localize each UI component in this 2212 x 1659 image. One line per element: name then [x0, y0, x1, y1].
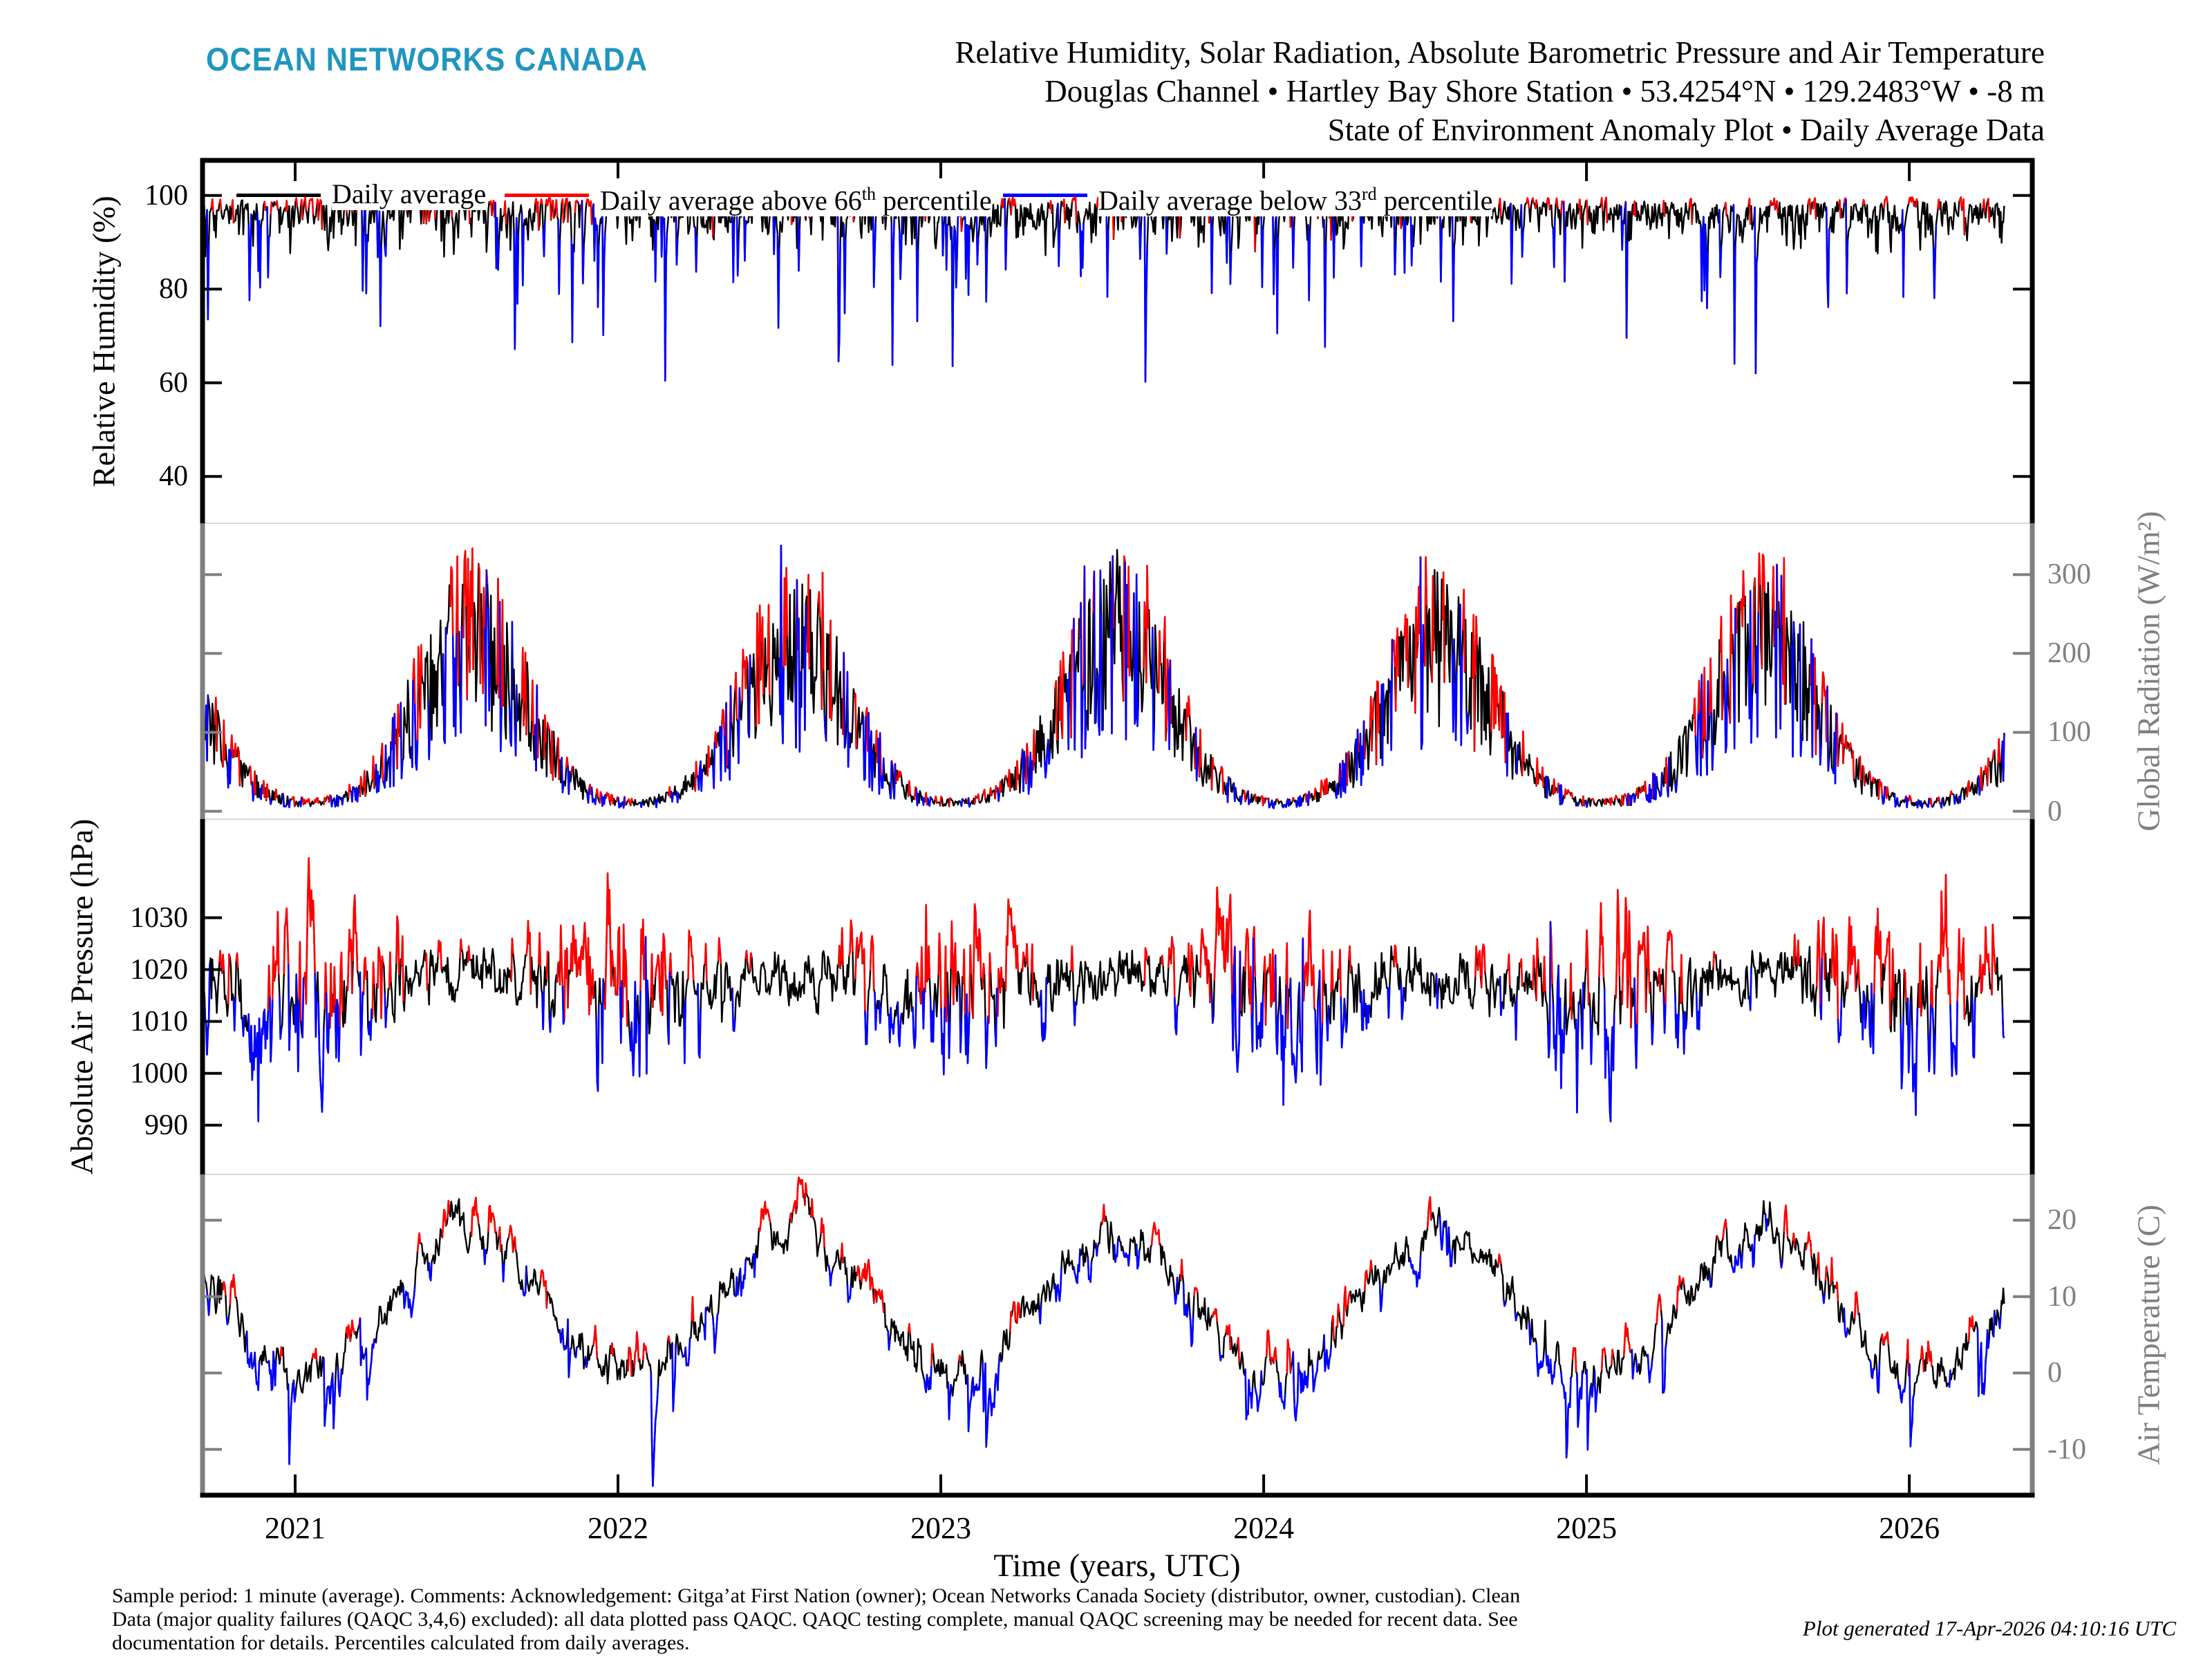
pressure-series-below-33rd — [203, 921, 2005, 1123]
temperature-series-below-33rd — [206, 1214, 2002, 1487]
pressure-left-spine — [200, 819, 205, 1174]
footer-line2: Data (major quality failures (QAQC 3,4,6… — [112, 1608, 1518, 1631]
x-tick-label-2024: 2024 — [1233, 1511, 1295, 1545]
x-tick-label-2025: 2025 — [1556, 1511, 1618, 1545]
temperature-series-above-66th — [222, 1177, 1974, 1376]
legend-label-2: Daily average below 33rd percentile — [1098, 178, 1493, 217]
humidity-series-below-33rd — [206, 198, 1938, 383]
legend-line-sample-1 — [505, 194, 589, 197]
humidity-right-spine — [2030, 160, 2035, 523]
plot-title-line2: Douglas Channel • Hartley Bay Shore Stat… — [1044, 74, 2045, 109]
temperature-tick-label-10: 10 — [2047, 1280, 2077, 1313]
legend-line-sample-0 — [236, 194, 321, 197]
radiation-series-below-33rd — [205, 545, 2005, 809]
temperature-tick-label-0: 0 — [2047, 1357, 2062, 1389]
bottom-spine — [200, 1492, 2035, 1498]
radiation-tick-label-100: 100 — [2047, 716, 2091, 749]
y-axis-title-global-radiation: Global Radiation (W/m²) — [2130, 511, 2166, 832]
temperature-right-spine — [2030, 1174, 2035, 1495]
temperature-tick-label-20: 20 — [2047, 1204, 2077, 1237]
pressure-tick-label-1000: 1000 — [130, 1057, 188, 1089]
x-axis-title: Time (years, UTC) — [993, 1548, 1241, 1584]
pressure-tick-label-990: 990 — [144, 1109, 188, 1141]
legend-label-sup-1: th — [861, 184, 876, 204]
legend-label-1: Daily average above 66th percentile — [600, 178, 992, 217]
humidity-left-spine — [200, 160, 205, 523]
legend-label-pre-0: Daily average — [332, 178, 487, 209]
legend-label-post-2: percentile — [1376, 185, 1493, 216]
pressure-tick-label-1030: 1030 — [130, 901, 188, 934]
plot-title-line3: State of Environment Anomaly Plot • Dail… — [1327, 113, 2045, 147]
humidity-tick-label-60: 60 — [159, 366, 188, 399]
plot-title-block: Relative Humidity, Solar Radiation, Abso… — [676, 33, 2045, 149]
legend-label-pre-1: Daily average above 66 — [600, 185, 862, 216]
temperature-series-daily-average — [203, 1177, 2005, 1487]
footer-line1: Sample period: 1 minute (average). Comme… — [112, 1584, 1521, 1607]
radiation-right-spine — [2030, 523, 2035, 819]
pressure-tick-label-1020: 1020 — [130, 953, 188, 986]
plot-generated-timestamp: Plot generated 17-Apr-2026 04:10:16 UTC — [1802, 1616, 2176, 1640]
y-axis-title-relative-humidity: Relative Humidity (%) — [86, 196, 122, 487]
plot-title-line1: Relative Humidity, Solar Radiation, Abso… — [955, 35, 2045, 70]
legend-label-pre-2: Daily average below 33 — [1098, 185, 1362, 216]
humidity-tick-label-40: 40 — [159, 460, 188, 493]
humidity-tick-label-100: 100 — [144, 179, 188, 212]
footer-notes: Sample period: 1 minute (average). Comme… — [112, 1584, 1799, 1655]
humidity-tick-label-80: 80 — [159, 273, 188, 306]
x-tick-label-2022: 2022 — [588, 1511, 648, 1545]
legend-label-sup-2: rd — [1361, 184, 1377, 204]
pressure-series-daily-average — [203, 857, 2005, 1123]
ocean-networks-canada-logo: OCEAN NETWORKS CANADA — [206, 41, 648, 77]
radiation-left-spine — [200, 523, 205, 819]
x-tick-label-2023: 2023 — [910, 1511, 971, 1545]
top-spine — [200, 158, 2035, 163]
legend-label-post-1: percentile — [875, 185, 992, 216]
temperature-tick-label--10: -10 — [2047, 1433, 2086, 1465]
radiation-tick-label-200: 200 — [2047, 637, 2091, 670]
pressure-tick-label-1010: 1010 — [130, 1005, 188, 1038]
y-axis-title-air-pressure: Absolute Air Pressure (hPa) — [64, 818, 100, 1175]
footer-line3: documentation for details. Percentiles c… — [112, 1631, 690, 1654]
x-tick-label-2021: 2021 — [265, 1511, 326, 1545]
radiation-tick-label-300: 300 — [2047, 559, 2091, 591]
legend-line-sample-2 — [1003, 194, 1087, 197]
radiation-tick-label-0: 0 — [2047, 795, 2062, 827]
legend-label-0: Daily average — [332, 178, 487, 210]
y-axis-title-air-temperature: Air Temperature (C) — [2130, 1204, 2166, 1465]
temperature-left-spine — [200, 1174, 205, 1495]
x-tick-label-2026: 2026 — [1879, 1511, 1940, 1545]
pressure-right-spine — [2030, 819, 2035, 1174]
